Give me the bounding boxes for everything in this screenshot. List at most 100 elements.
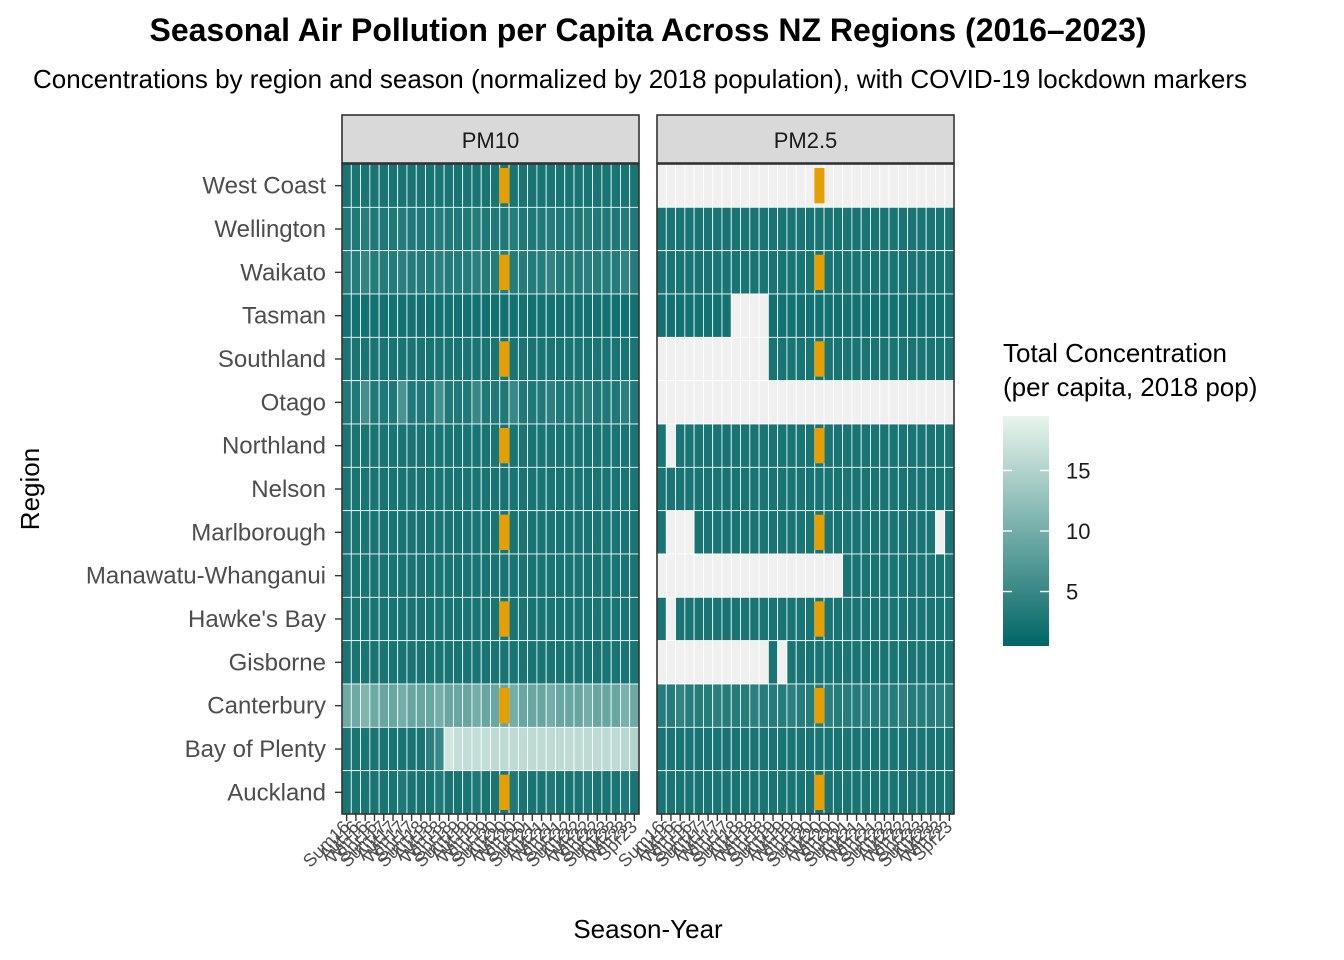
heatmap-cell (388, 640, 399, 685)
heatmap-cell (675, 553, 686, 598)
legend-title-line2: (per capita, 2018 pop) (1003, 372, 1257, 402)
heatmap-cell (388, 510, 399, 555)
heatmap-cell (777, 466, 788, 512)
heatmap-cell (480, 466, 491, 512)
heatmap-cell (879, 380, 890, 425)
heatmap-cell (527, 553, 538, 598)
heatmap-cell (545, 380, 556, 425)
heatmap-cell (832, 206, 844, 252)
lockdown-marker (499, 254, 510, 290)
heatmap-cell (573, 423, 584, 468)
heatmap-cell (795, 423, 806, 468)
heatmap-cell (592, 726, 603, 772)
heatmap-cell (693, 250, 704, 295)
heatmap-cell (879, 640, 890, 685)
heatmap-cell (944, 163, 955, 208)
heatmap-cell (805, 336, 816, 382)
heatmap-cell (508, 163, 519, 208)
heatmap-cell (360, 206, 371, 252)
heatmap-cell (388, 206, 399, 252)
lockdown-marker (814, 428, 825, 464)
heatmap-cell (527, 206, 538, 252)
heatmap-cell (935, 206, 946, 252)
heatmap-cell (434, 553, 445, 598)
heatmap-cell (369, 466, 380, 512)
heatmap-cell (350, 423, 361, 468)
heatmap-cell (851, 380, 862, 425)
heatmap-cell (721, 380, 732, 425)
heatmap-cell (592, 596, 603, 642)
heatmap-cell (397, 510, 408, 555)
heatmap-cell (740, 596, 751, 642)
heatmap-cell (730, 163, 741, 208)
heatmap-cell (935, 423, 946, 468)
heatmap-cell (786, 510, 797, 555)
heatmap-cell (452, 726, 464, 772)
heatmap-cell (888, 380, 899, 425)
heatmap-cell (795, 466, 806, 512)
heatmap-cell (879, 466, 890, 512)
heatmap-cell (916, 510, 927, 555)
heatmap-cell (675, 770, 686, 815)
heatmap-cell (480, 423, 491, 468)
heatmap-cell (573, 510, 584, 555)
heatmap-cell (480, 510, 491, 555)
lockdown-marker (499, 774, 510, 810)
heatmap-cell (573, 163, 584, 208)
facet-panel-pm10: PM10Sum16Aut16Win16Spr16Sum17Aut17Win17S… (299, 114, 641, 871)
y-tick-label: Wellington (214, 216, 326, 243)
heatmap-cell (897, 293, 908, 338)
heatmap-cell (582, 380, 593, 425)
heatmap-cell (388, 596, 399, 642)
heatmap-cell (415, 423, 426, 468)
heatmap-cell (369, 553, 380, 598)
heatmap-cell (925, 596, 936, 642)
heatmap-cell (944, 640, 955, 685)
heatmap-cell (536, 553, 547, 598)
heatmap-cell (452, 380, 464, 425)
heatmap-cell (490, 596, 501, 642)
heatmap-cell (897, 423, 908, 468)
heatmap-cell (925, 380, 936, 425)
heatmap-cell (897, 596, 908, 642)
heatmap-cell (703, 380, 714, 425)
heatmap-cell (369, 770, 380, 815)
heatmap-cell (517, 640, 529, 685)
heatmap-cell (555, 163, 566, 208)
heatmap-cell (730, 380, 741, 425)
heatmap-cell (610, 726, 621, 772)
heatmap-cell (693, 510, 704, 555)
heatmap-cell (360, 163, 371, 208)
heatmap-cell (777, 726, 788, 772)
heatmap-cell (712, 553, 723, 598)
heatmap-cell (341, 466, 352, 512)
heatmap-cell (758, 336, 769, 382)
heatmap-cell (406, 683, 417, 728)
heatmap-cell (582, 293, 593, 338)
heatmap-cell (823, 423, 834, 468)
heatmap-cell (388, 553, 399, 598)
heatmap-cell (879, 206, 890, 252)
heatmap-cell (508, 726, 519, 772)
heatmap-cell (415, 250, 426, 295)
heatmap-cell (730, 596, 741, 642)
heatmap-cell (907, 293, 918, 338)
heatmap-cell (777, 553, 788, 598)
heatmap-cell (693, 683, 704, 728)
heatmap-cell (480, 553, 491, 598)
heatmap-cell (610, 336, 621, 382)
heatmap-cell (860, 163, 871, 208)
heatmap-cell (665, 726, 676, 772)
heatmap-cell (860, 726, 871, 772)
lockdown-marker (499, 514, 510, 550)
heatmap-cell (888, 553, 899, 598)
heatmap-cell (508, 596, 519, 642)
heatmap-cell (767, 553, 779, 598)
heatmap-cell (805, 206, 816, 252)
heatmap-cell (388, 683, 399, 728)
heatmap-cell (471, 466, 482, 512)
heatmap-cell (851, 683, 862, 728)
heatmap-cell (860, 770, 871, 815)
heatmap-cell (397, 423, 408, 468)
